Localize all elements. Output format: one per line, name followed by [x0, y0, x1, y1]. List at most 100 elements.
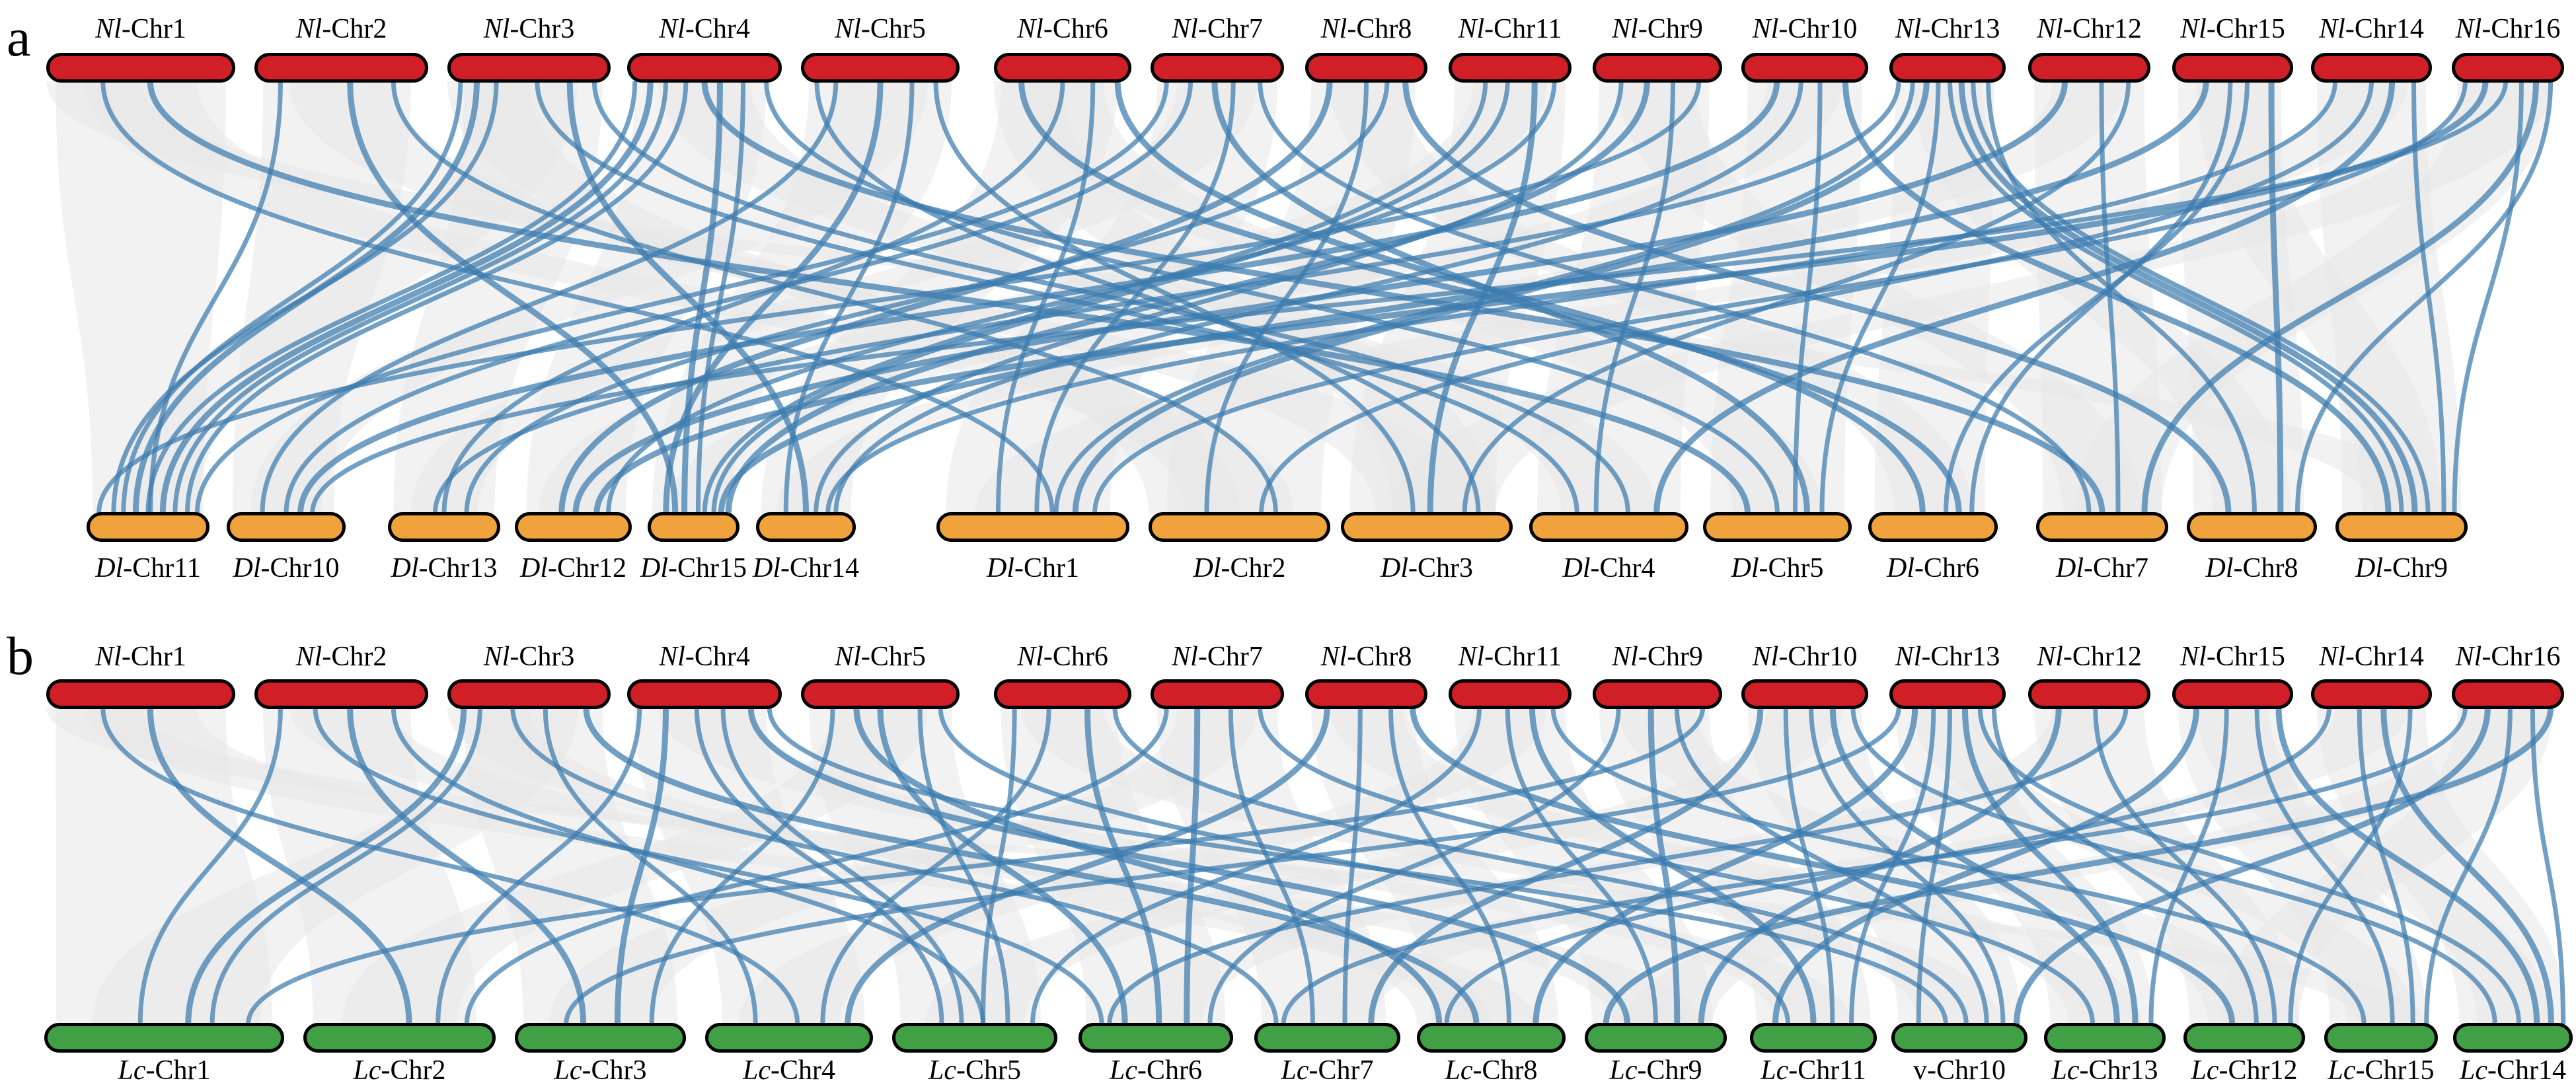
highlight-link	[2275, 707, 2540, 1025]
chromosome-label-nl-chr7: Nl-Chr7	[1172, 642, 1263, 672]
highlight-link	[1772, 707, 2200, 1025]
chromosome-label-dl-chr10: Dl-Chr10	[233, 553, 340, 583]
chromosome-bar-nl-chr12	[2028, 53, 2150, 83]
highlight-link	[1916, 707, 1953, 1025]
chromosome-bar-nl-chr6	[994, 53, 1131, 83]
chromosome-bar-nl-chr8	[1305, 679, 1427, 709]
highlight-link	[1053, 81, 1915, 514]
chromosome-bar-lc-chr11	[1750, 1023, 1877, 1053]
highlight-link	[1550, 707, 2367, 1025]
panel-b-letter: b	[7, 626, 34, 686]
chromosome-bar-v-chr10	[1891, 1023, 2027, 1053]
chromosome-bar-dl-chr14	[756, 512, 856, 542]
chromosome-label-dl-chr13: Dl-Chr13	[391, 553, 498, 583]
chromosome-label-nl-chr11: Nl-Chr11	[1458, 642, 1562, 672]
highlight-link	[1084, 707, 1162, 1025]
highlight-link	[313, 707, 1104, 1025]
highlight-link	[185, 81, 689, 514]
chromosome-label-nl-chr14: Nl-Chr14	[2319, 642, 2424, 672]
chromosome-bar-nl-chr4	[627, 679, 782, 709]
highlight-link	[1072, 81, 1930, 514]
chromosome-label-dl-chr4: Dl-Chr4	[1562, 553, 1655, 583]
chromosome-bar-dl-chr7	[2036, 512, 2168, 542]
synteny-ribbon	[250, 81, 928, 513]
synteny-ribbon	[46, 81, 2454, 513]
chromosome-label-nl-chr5: Nl-Chr5	[835, 642, 926, 672]
highlight-link	[938, 707, 1791, 1025]
chromosome-label-nl-chr11: Nl-Chr11	[1458, 14, 1562, 44]
highlight-link	[814, 81, 1624, 514]
chromosome-label-nl-chr8: Nl-Chr8	[1320, 14, 1412, 44]
highlight-link	[702, 81, 1488, 514]
chromosome-label-nl-chr12: Nl-Chr12	[2037, 14, 2142, 44]
panel-a-letter: a	[7, 7, 31, 67]
highlight-link	[172, 81, 668, 514]
highlight-link	[764, 81, 1780, 514]
synteny-ribbon	[1330, 708, 2142, 1024]
highlight-link	[2141, 81, 2539, 514]
chromosome-bar-lc-chr2	[303, 1023, 496, 1053]
highlight-link	[1969, 81, 2233, 514]
highlight-link	[845, 707, 1330, 1025]
chromosome-label-dl-chr8: Dl-Chr8	[2205, 553, 2298, 583]
chromosome-bar-lc-chr6	[1079, 1023, 1233, 1053]
highlight-link	[100, 707, 800, 1025]
highlight-link	[558, 81, 1333, 514]
highlight-link	[246, 707, 1706, 1025]
chromosome-label-nl-chr9: Nl-Chr9	[1612, 14, 1703, 44]
chromosome-bar-lc-chr15	[2324, 1023, 2438, 1053]
chromosome-bar-lc-chr14	[2453, 1023, 2573, 1053]
chromosome-label-lc-chr6: Lc-Chr6	[1110, 1055, 1202, 1085]
highlight-link	[100, 81, 1055, 514]
highlight-link	[2268, 81, 2284, 514]
highlight-link	[1388, 707, 1511, 1025]
highlight-link	[1204, 81, 1369, 514]
chromosome-label-lc-chr2: Lc-Chr2	[353, 1055, 446, 1085]
chromosome-bar-nl-chr9	[1593, 679, 1722, 709]
chromosome-label-dl-chr15: Dl-Chr15	[640, 553, 747, 583]
chromosome-label-dl-chr3: Dl-Chr3	[1381, 553, 1473, 583]
synteny-ribbon	[1913, 708, 2415, 1024]
chromosome-label-nl-chr4: Nl-Chr4	[659, 642, 750, 672]
chromosome-label-nl-chr15: Nl-Chr15	[2180, 14, 2285, 44]
highlight-link	[711, 81, 1510, 514]
highlight-link	[432, 81, 1901, 514]
highlight-link	[1819, 81, 1941, 514]
chromosome-label-nl-chr1: Nl-Chr1	[95, 14, 186, 44]
chromosome-bar-nl-chr15	[2172, 679, 2293, 709]
chromosome-bar-dl-chr5	[1703, 512, 1852, 542]
chromosome-bar-nl-chr14	[2311, 679, 2432, 709]
chromosome-label-nl-chr8: Nl-Chr8	[1320, 642, 1412, 672]
chromosome-bar-dl-chr13	[388, 512, 500, 542]
highlight-link	[510, 707, 1279, 1025]
highlight-link	[1986, 81, 2257, 514]
highlight-link	[877, 707, 1128, 1025]
chromosome-bar-dl-chr9	[2335, 512, 2468, 542]
chromosome-bar-nl-chr3	[447, 53, 611, 83]
highlight-link	[111, 81, 499, 514]
chromosome-label-lc-chr5: Lc-Chr5	[928, 1055, 1021, 1085]
highlight-link	[1991, 707, 2259, 1025]
highlight-link	[1783, 707, 1835, 1025]
chromosome-label-lc-chr8: Lc-Chr8	[1445, 1055, 1538, 1085]
chromosome-label-nl-chr14: Nl-Chr14	[2319, 14, 2424, 44]
highlight-link	[825, 81, 2338, 514]
chromosome-bar-nl-chr10	[1741, 53, 1868, 83]
chromosome-bar-dl-chr2	[1149, 512, 1330, 542]
chromosome-label-dl-chr9: Dl-Chr9	[2355, 553, 2448, 583]
highlight-link	[663, 81, 884, 514]
highlight-link	[1410, 707, 2236, 1025]
highlight-link	[649, 707, 835, 1025]
highlight-link	[121, 81, 463, 514]
highlight-link	[681, 81, 723, 514]
chromosome-bar-nl-chr16	[2452, 53, 2564, 83]
highlight-link	[718, 81, 2209, 514]
chromosome-bar-nl-chr13	[1889, 679, 2006, 709]
highlight-link	[2530, 707, 2566, 1025]
chromosome-bar-lc-chr4	[705, 1023, 873, 1053]
highlight-link	[260, 81, 839, 514]
chromosome-bar-lc-chr5	[892, 1023, 1057, 1053]
highlight-link	[464, 707, 1169, 1025]
